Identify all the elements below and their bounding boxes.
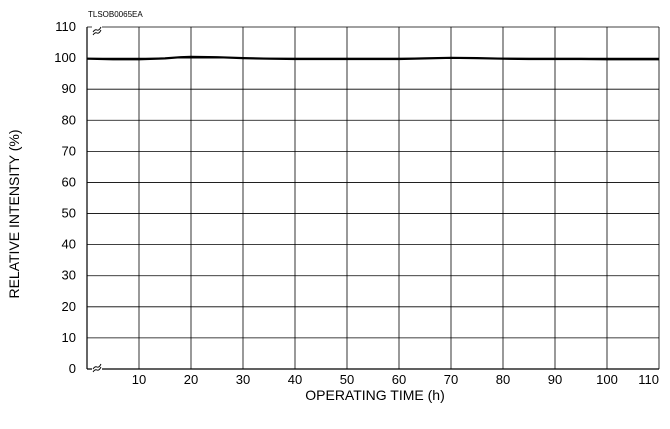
top-break-mark-stroke-1 bbox=[92, 26, 102, 33]
y-tick-label: 90 bbox=[62, 81, 76, 96]
top-break-mark bbox=[92, 24, 102, 36]
x-tick-label: 40 bbox=[288, 372, 302, 387]
y-tick-label: 10 bbox=[62, 330, 76, 345]
y-tick-labels: 0 10 20 30 40 50 60 70 80 90 100 110 bbox=[54, 19, 76, 376]
x-tick-label: 50 bbox=[340, 372, 354, 387]
y-tick-label: 60 bbox=[62, 174, 76, 189]
x-axis-title: OPERATING TIME (h) bbox=[305, 387, 445, 403]
bottom-break-mark-stroke-1 bbox=[92, 363, 102, 370]
plot-frame bbox=[86, 27, 659, 370]
grid bbox=[87, 26, 660, 370]
top-break-mark-mask bbox=[92, 24, 102, 34]
y-axis-title: RELATIVE INTENSITY (%) bbox=[6, 129, 22, 298]
y-tick-label: 40 bbox=[62, 237, 76, 252]
x-tick-label: 100 bbox=[596, 372, 618, 387]
series-line-0 bbox=[86, 55, 659, 61]
x-tick-label: 110 bbox=[638, 372, 659, 387]
x-tick-label: 70 bbox=[444, 372, 458, 387]
x-tick-label: 20 bbox=[184, 372, 198, 387]
x-tick-label: 90 bbox=[548, 372, 562, 387]
x-tick-label: 10 bbox=[132, 372, 146, 387]
y-tick-label: 20 bbox=[62, 299, 76, 314]
y-tick-label: 100 bbox=[54, 50, 76, 65]
bottom-break-mark-mask bbox=[92, 361, 102, 371]
axis-break-marks bbox=[92, 24, 102, 373]
top-break-mark-stroke-2 bbox=[92, 29, 102, 36]
x-tick-labels: 10 20 30 40 50 60 70 80 90 100 110 bbox=[132, 372, 659, 387]
y-tick-label: 0 bbox=[69, 361, 76, 376]
y-tick-label: 30 bbox=[62, 268, 76, 283]
x-tick-label: 80 bbox=[496, 372, 510, 387]
x-tick-label: 60 bbox=[392, 372, 406, 387]
x-tick-label: 30 bbox=[236, 372, 250, 387]
y-tick-label: 50 bbox=[62, 206, 76, 221]
y-tick-label: 110 bbox=[55, 19, 76, 34]
bottom-break-mark bbox=[92, 361, 102, 373]
bottom-break-mark-stroke-2 bbox=[92, 366, 102, 373]
y-tick-label: 80 bbox=[62, 112, 76, 127]
y-tick-label: 70 bbox=[62, 143, 76, 158]
series-layer bbox=[86, 55, 659, 61]
figure-code: TLSOB0065EA bbox=[88, 10, 143, 19]
